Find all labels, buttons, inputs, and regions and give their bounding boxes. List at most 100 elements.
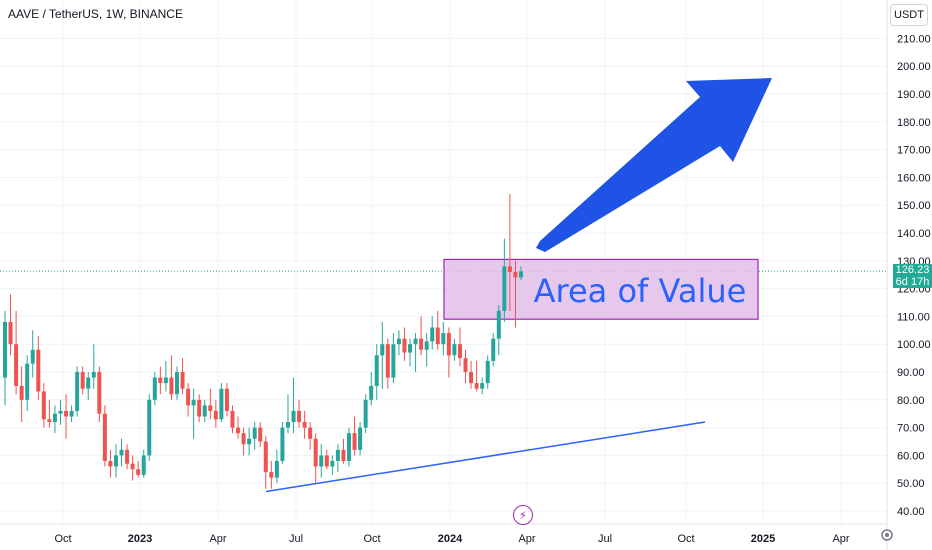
candle-body [64, 410, 69, 417]
candle-body [152, 377, 157, 400]
last-price: 126.23 [895, 264, 930, 276]
x-tick-label: Apr [209, 533, 226, 545]
candle-body [136, 469, 141, 475]
candle-body [413, 338, 418, 345]
candle-body [147, 399, 152, 456]
candle-body [41, 391, 46, 420]
candle-body [285, 422, 290, 428]
candle-body [324, 455, 329, 467]
support-trendline [265, 421, 706, 493]
y-tick-label: 150.00 [897, 200, 931, 212]
candle-body [341, 449, 346, 461]
candle-body [263, 441, 268, 473]
candle-body [213, 410, 218, 420]
candle-body [8, 321, 13, 345]
candle-body [3, 321, 7, 378]
x-tick-label: Jul [289, 533, 303, 545]
candle-body [19, 385, 24, 400]
x-tick-label: Apr [832, 533, 849, 545]
area-of-value-zone [443, 258, 759, 320]
gear-icon[interactable] [880, 528, 894, 542]
time-axis[interactable]: Oct 2023 Apr Jul Oct 2024 Apr Jul Oct 2025 Apr [54, 533, 849, 545]
candle-body [446, 333, 451, 356]
candle-body [297, 410, 302, 423]
candle-body [419, 338, 424, 350]
candle-body [457, 344, 462, 359]
trendline-layer [265, 421, 706, 493]
candle-body [463, 358, 468, 372]
x-tick-label: Oct [677, 533, 694, 545]
x-tick-label: Oct [54, 533, 71, 545]
candle-body [125, 449, 130, 464]
lightning-icon[interactable]: ⚡︎ [513, 505, 533, 525]
candle-body [424, 341, 429, 350]
candle-body [113, 455, 118, 467]
candle-body [491, 338, 496, 361]
y-tick-label: 100.00 [897, 339, 931, 351]
candle-body [291, 410, 296, 423]
candle-body [308, 427, 313, 439]
candle-body [302, 422, 307, 428]
candle-body [36, 349, 41, 392]
candle-body [197, 399, 202, 417]
candle-body [507, 266, 512, 272]
candle-body [363, 399, 368, 428]
y-tick-label: 190.00 [897, 89, 931, 101]
candle-body [119, 449, 124, 456]
candle-body [58, 410, 63, 414]
candle-body [408, 344, 413, 353]
last-price-badge: 126.23 6d 17h [893, 264, 932, 288]
candle-body [519, 271, 523, 278]
candle-body [86, 377, 91, 389]
x-tick-label: 2025 [751, 533, 775, 545]
y-tick-label: 50.00 [897, 478, 925, 490]
candle-body [80, 372, 85, 389]
candle-body [91, 372, 96, 378]
candle-body [141, 455, 146, 475]
y-tick-label: 160.00 [897, 172, 931, 184]
y-tick-label: 200.00 [897, 61, 931, 73]
y-tick-label: 210.00 [897, 33, 931, 45]
candle-body [241, 433, 246, 445]
currency-button[interactable]: USDT [890, 4, 928, 26]
candle-body [369, 385, 374, 400]
y-tick-label: 60.00 [897, 450, 925, 462]
candle-body [14, 344, 19, 386]
candle-body [335, 449, 340, 461]
candle-body [30, 349, 35, 364]
candle-body [441, 333, 446, 345]
candle-body [252, 427, 257, 439]
candle-body [175, 372, 179, 395]
y-tick-label: 90.00 [897, 367, 925, 379]
candle-body [502, 266, 507, 311]
candle-body [435, 327, 440, 345]
candle-body [396, 338, 401, 345]
candle-body [97, 372, 102, 414]
candle-body [163, 377, 168, 384]
candle-body [452, 344, 457, 356]
candle-body [47, 419, 52, 423]
candle-body [269, 472, 274, 478]
candle-body [219, 388, 224, 420]
y-tick-label: 140.00 [897, 228, 931, 240]
candle-body [230, 410, 235, 428]
candle-body [236, 427, 241, 434]
candle-body [485, 360, 490, 384]
up-arrow-annotation [536, 78, 772, 252]
candle-body [496, 310, 501, 339]
candle-body [480, 383, 485, 389]
x-tick-label: Apr [518, 533, 535, 545]
candle-body [180, 372, 185, 389]
candle-body [191, 399, 196, 406]
candle-body [208, 405, 213, 411]
candle-body [474, 383, 479, 389]
y-tick-label: 70.00 [897, 423, 925, 435]
candle-body [258, 427, 263, 442]
candle-body [402, 338, 407, 353]
candle-body [352, 433, 357, 450]
chart-title: AAVE / TetherUS, 1W, BINANCE [8, 7, 183, 21]
candle-body [247, 438, 252, 445]
candle-body [313, 438, 318, 467]
